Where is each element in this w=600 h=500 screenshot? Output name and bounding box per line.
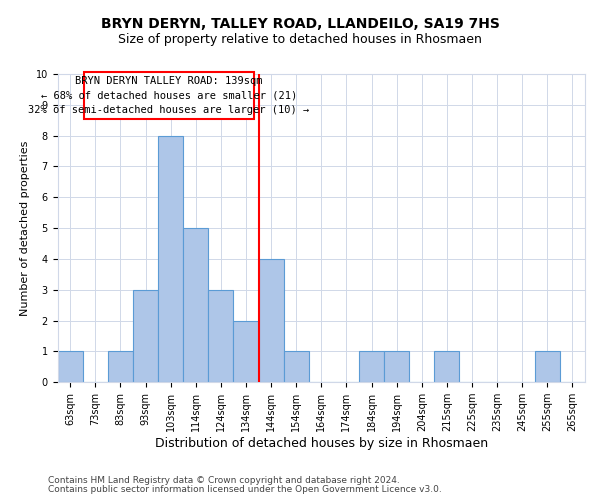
Text: Contains HM Land Registry data © Crown copyright and database right 2024.: Contains HM Land Registry data © Crown c… bbox=[48, 476, 400, 485]
Bar bbox=[434, 352, 460, 382]
Text: Contains public sector information licensed under the Open Government Licence v3: Contains public sector information licen… bbox=[48, 485, 442, 494]
Bar bbox=[158, 136, 183, 382]
Bar bbox=[535, 352, 560, 382]
Text: Size of property relative to detached houses in Rhosmaen: Size of property relative to detached ho… bbox=[118, 32, 482, 46]
Bar bbox=[359, 352, 384, 382]
Text: 32% of semi-detached houses are larger (10) →: 32% of semi-detached houses are larger (… bbox=[28, 104, 310, 115]
Y-axis label: Number of detached properties: Number of detached properties bbox=[20, 140, 30, 316]
Bar bbox=[108, 352, 133, 382]
Bar bbox=[58, 352, 83, 382]
Bar bbox=[384, 352, 409, 382]
Bar bbox=[183, 228, 208, 382]
Bar bbox=[259, 259, 284, 382]
Text: ← 68% of detached houses are smaller (21): ← 68% of detached houses are smaller (21… bbox=[41, 90, 297, 101]
FancyBboxPatch shape bbox=[84, 72, 254, 118]
Bar bbox=[233, 320, 259, 382]
Bar bbox=[284, 352, 309, 382]
Bar bbox=[133, 290, 158, 382]
Text: BRYN DERYN TALLEY ROAD: 139sqm: BRYN DERYN TALLEY ROAD: 139sqm bbox=[75, 76, 263, 86]
Bar bbox=[208, 290, 233, 382]
Text: BRYN DERYN, TALLEY ROAD, LLANDEILO, SA19 7HS: BRYN DERYN, TALLEY ROAD, LLANDEILO, SA19… bbox=[101, 18, 499, 32]
X-axis label: Distribution of detached houses by size in Rhosmaen: Distribution of detached houses by size … bbox=[155, 437, 488, 450]
